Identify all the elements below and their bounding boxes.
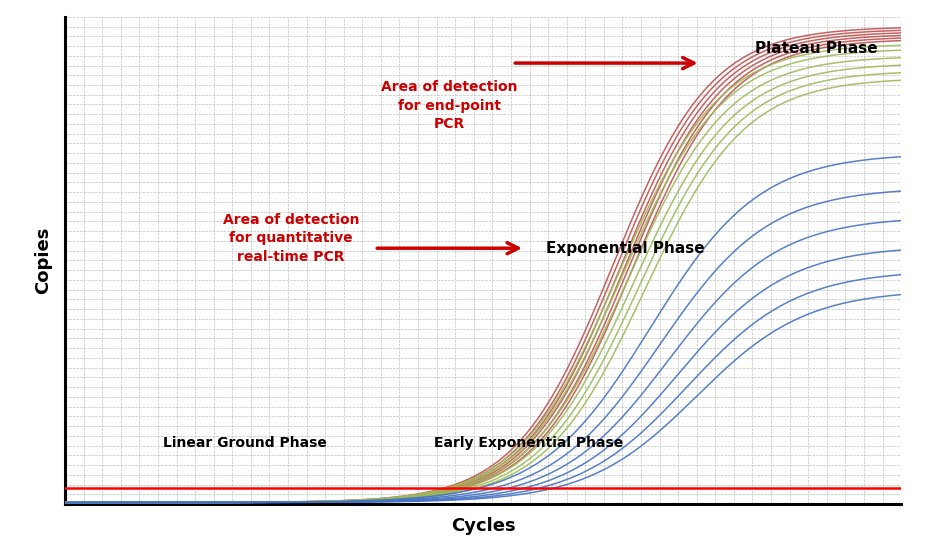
X-axis label: Cycles: Cycles	[450, 517, 515, 535]
Text: Area of detection
for quantitative
real-time PCR: Area of detection for quantitative real-…	[223, 213, 358, 264]
Text: Plateau Phase: Plateau Phase	[754, 41, 876, 56]
Text: Exponential Phase: Exponential Phase	[546, 241, 703, 256]
Text: Linear Ground Phase: Linear Ground Phase	[162, 436, 327, 450]
Y-axis label: Copies: Copies	[33, 227, 52, 294]
Text: Area of detection
for end-point
PCR: Area of detection for end-point PCR	[381, 80, 517, 131]
Text: Early Exponential Phase: Early Exponential Phase	[434, 436, 623, 450]
